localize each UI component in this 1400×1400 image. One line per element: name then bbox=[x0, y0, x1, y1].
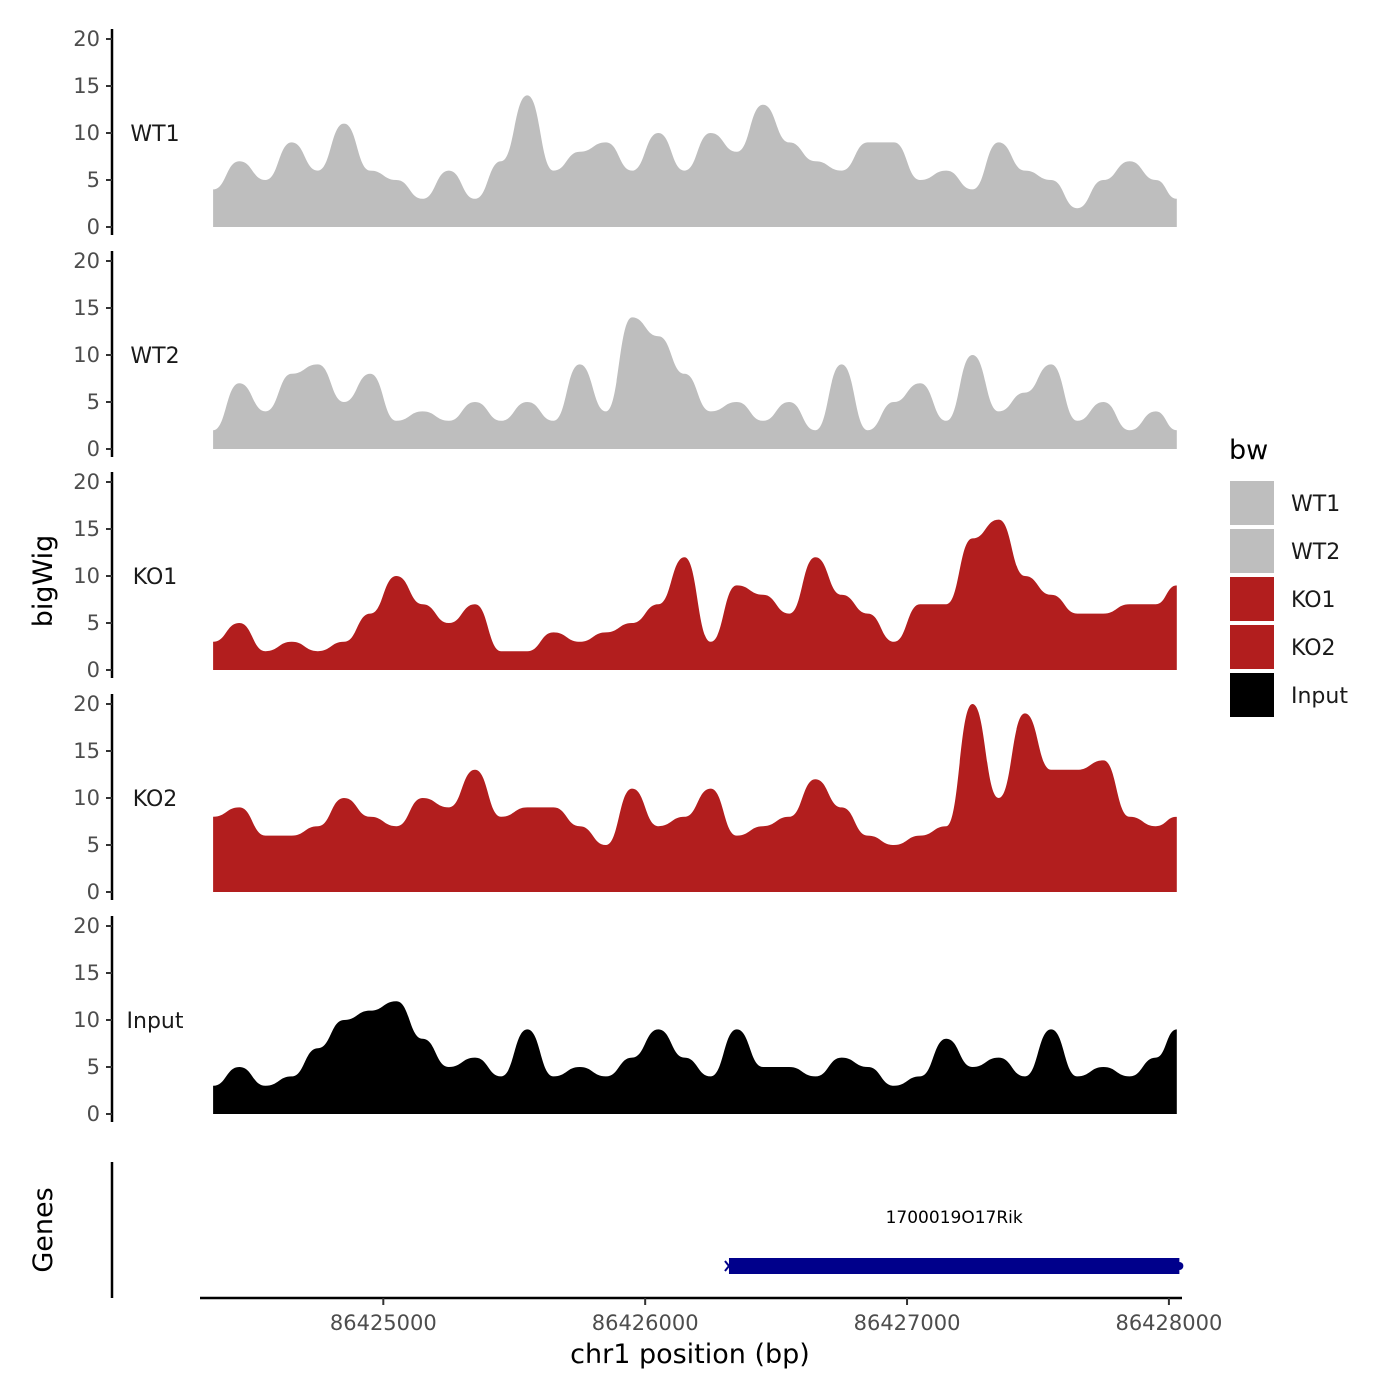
legend-label: WT1 bbox=[1291, 492, 1340, 517]
y-tick-label: 10 bbox=[73, 1008, 100, 1032]
y-tick-label: 20 bbox=[73, 470, 100, 494]
track-label: KO1 bbox=[133, 565, 178, 590]
signal-area-wt1 bbox=[213, 95, 1177, 227]
track-label: Input bbox=[127, 1009, 184, 1034]
gene-start-marker bbox=[724, 1260, 734, 1272]
y-tick-label: 20 bbox=[73, 27, 100, 51]
gene-body bbox=[728, 1258, 1180, 1274]
signal-area-input bbox=[213, 1001, 1177, 1114]
x-axis: 86425000 86426000 86427000 86428000 chr1 po… bbox=[200, 1296, 1222, 1370]
y-tick-label: 0 bbox=[87, 215, 100, 239]
signal-area-ko2 bbox=[213, 704, 1177, 892]
y-tick-label: 20 bbox=[73, 914, 100, 938]
y-tick-label: 10 bbox=[73, 564, 100, 588]
legend-swatch bbox=[1228, 623, 1276, 671]
bigwig-tracks: 0 5 10 15 20 WT1 0 5 10 15 20 WT2 0 5 10 15 20 KO1 0 5 10 15 2… bbox=[73, 27, 1177, 1126]
x-axis-title: chr1 position (bp) bbox=[570, 1339, 810, 1370]
legend-title: bw bbox=[1229, 435, 1268, 466]
y-tick-label: 5 bbox=[87, 833, 100, 857]
y-tick-label: 15 bbox=[73, 961, 100, 985]
legend-label: WT2 bbox=[1291, 540, 1340, 565]
legend-label: KO2 bbox=[1291, 636, 1336, 661]
y-tick-label: 15 bbox=[73, 74, 100, 98]
gene-models: 1700019O17Rik bbox=[724, 1208, 1184, 1274]
signal-area-wt2 bbox=[213, 317, 1177, 449]
y-tick-label: 15 bbox=[73, 517, 100, 541]
y-tick-label: 5 bbox=[87, 390, 100, 414]
gene-label: 1700019O17Rik bbox=[886, 1208, 1023, 1228]
x-tick-label: 86425000 bbox=[330, 1311, 437, 1335]
x-tick-label: 86426000 bbox=[592, 1311, 699, 1335]
legend-swatch bbox=[1228, 479, 1276, 527]
legend-item-input: Input bbox=[1228, 671, 1348, 719]
legend-item-ko1: KO1 bbox=[1228, 575, 1336, 623]
y-tick-label: 0 bbox=[87, 437, 100, 461]
track-ko2: 0 5 10 15 20 KO2 bbox=[73, 692, 1177, 904]
y-tick-label: 5 bbox=[87, 1055, 100, 1079]
y-tick-label: 20 bbox=[73, 249, 100, 273]
legend-swatch bbox=[1228, 527, 1276, 575]
legend-swatch bbox=[1228, 575, 1276, 623]
y-axis-title: bigWig bbox=[28, 535, 59, 628]
y-tick-label: 0 bbox=[87, 880, 100, 904]
legend-label: Input bbox=[1291, 684, 1348, 709]
track-label: WT2 bbox=[130, 344, 179, 369]
legend-item-wt1: WT1 bbox=[1228, 479, 1340, 527]
x-tick-label: 86428000 bbox=[1115, 1311, 1222, 1335]
track-label: KO2 bbox=[133, 787, 178, 812]
legend-item-wt2: WT2 bbox=[1228, 527, 1340, 575]
y-tick-label: 10 bbox=[73, 343, 100, 367]
y-tick-label: 15 bbox=[73, 739, 100, 763]
signal-area-ko1 bbox=[213, 519, 1177, 670]
y-tick-label: 0 bbox=[87, 658, 100, 682]
y-tick-label: 0 bbox=[87, 1102, 100, 1126]
y-tick-label: 20 bbox=[73, 692, 100, 716]
legend-swatch bbox=[1228, 671, 1276, 719]
track-label: WT1 bbox=[130, 122, 179, 147]
y-tick-label: 5 bbox=[87, 168, 100, 192]
x-tick-label: 86427000 bbox=[854, 1311, 961, 1335]
legend-items: WT1 WT2 KO1 KO2 Input bbox=[1228, 479, 1348, 719]
track-wt1: 0 5 10 15 20 WT1 bbox=[73, 27, 1177, 239]
legend-item-ko2: KO2 bbox=[1228, 623, 1336, 671]
y-tick-label: 10 bbox=[73, 121, 100, 145]
gene-end-marker bbox=[1175, 1262, 1184, 1270]
legend: bw WT1 WT2 KO1 KO2 Input bbox=[1228, 435, 1348, 719]
track-ko1: 0 5 10 15 20 KO1 bbox=[73, 470, 1177, 682]
y-tick-label: 10 bbox=[73, 786, 100, 810]
genes-track-title: Genes bbox=[28, 1187, 59, 1272]
y-tick-label: 15 bbox=[73, 296, 100, 320]
genes-track: Genes 1700019O17Rik bbox=[28, 1162, 1184, 1298]
y-tick-label: 5 bbox=[87, 611, 100, 635]
track-input: 0 5 10 15 20 Input bbox=[73, 914, 1177, 1126]
x-ticks: 86425000 86426000 86427000 86428000 bbox=[330, 1298, 1222, 1335]
legend-label: KO1 bbox=[1291, 588, 1336, 613]
track-wt2: 0 5 10 15 20 WT2 bbox=[73, 249, 1177, 461]
